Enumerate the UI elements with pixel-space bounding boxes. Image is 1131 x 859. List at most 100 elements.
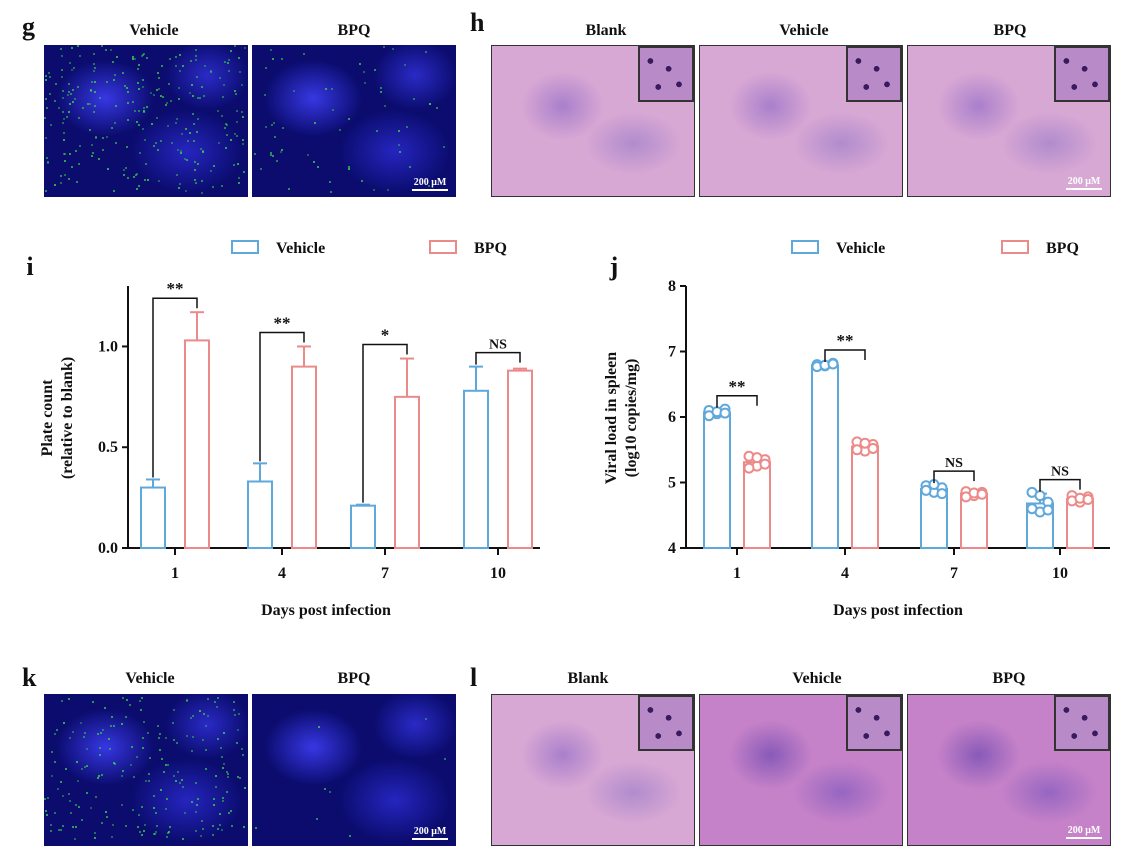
fluorescence-speck — [54, 99, 57, 102]
fluorescence-speck — [138, 88, 141, 91]
fluorescence-speck — [373, 189, 376, 192]
fluorescence-speck — [44, 189, 47, 192]
fluorescence-speck — [191, 84, 194, 87]
fluorescence-speck — [380, 90, 383, 93]
fluorescence-speck — [241, 115, 244, 118]
fluorescence-speck — [194, 168, 197, 171]
fluorescence-speck — [99, 746, 102, 749]
fluorescence-speck — [50, 750, 53, 753]
fluorescence-speck — [104, 810, 107, 813]
fluorescence-speck — [281, 58, 284, 61]
data-point — [751, 452, 763, 464]
data-point — [719, 407, 731, 419]
fluorescence-speck — [132, 56, 135, 59]
fluorescence-speck — [253, 152, 256, 155]
fluorescence-speck — [168, 825, 171, 828]
fluorescence-speck — [203, 64, 206, 67]
significance-label: ** — [729, 377, 746, 396]
fluorescence-speck — [273, 122, 276, 125]
x-tick-label: 7 — [381, 565, 389, 582]
fluorescence-speck — [124, 166, 127, 169]
fluorescence-speck — [61, 97, 64, 100]
bar-bpq-day-4 — [851, 445, 879, 550]
data-point — [867, 442, 879, 454]
fluorescence-speck — [182, 64, 185, 67]
fluorescence-speck — [168, 57, 171, 60]
x-tick-label: 7 — [950, 565, 958, 582]
fluorescence-speck — [76, 780, 79, 783]
fluorescence-speck — [241, 110, 244, 113]
panel-h-scale-bar: 200 μM — [1066, 176, 1102, 190]
significance-label: ** — [837, 331, 854, 350]
fluorescence-speck — [126, 87, 129, 90]
fluorescence-speck — [56, 787, 59, 790]
fluorescence-speck — [126, 145, 129, 148]
fluorescence-speck — [196, 162, 199, 165]
fluorescence-speck — [129, 763, 132, 766]
fluorescence-speck — [236, 110, 239, 113]
fluorescence-speck — [236, 729, 239, 732]
fluorescence-speck — [240, 84, 243, 87]
fluorescence-speck — [65, 115, 68, 118]
bar-vehicle-day-1 — [140, 486, 166, 549]
fluorescence-speck — [170, 99, 173, 102]
fluorescence-speck — [205, 749, 208, 752]
fluorescence-speck — [134, 58, 137, 61]
significance-bracket — [716, 395, 758, 408]
fluorescence-speck — [226, 772, 229, 775]
fluorescence-speck — [46, 796, 49, 799]
fluorescence-speck — [226, 791, 229, 794]
fluorescence-speck — [444, 757, 447, 760]
fluorescence-speck — [196, 75, 199, 78]
fluorescence-speck — [68, 737, 71, 740]
fluorescence-speck — [93, 80, 96, 83]
fluorescence-speck — [122, 697, 125, 700]
fluorescence-speck — [318, 726, 321, 729]
fluorescence-speck — [167, 832, 170, 835]
fluorescence-speck — [242, 142, 245, 145]
fluorescence-speck — [348, 166, 351, 169]
fluorescence-speck — [227, 59, 230, 62]
fluorescence-speck — [140, 697, 143, 700]
fluorescence-speck — [201, 86, 204, 89]
fluorescence-speck — [90, 154, 93, 157]
legend-swatch-vehicle — [231, 240, 259, 254]
fluorescence-speck — [210, 69, 213, 72]
panel-letter-l: l — [470, 663, 478, 692]
fluorescence-speck — [152, 832, 155, 835]
fluorescence-speck — [329, 191, 332, 194]
fluorescence-speck — [173, 775, 176, 778]
panel-letter-k: k — [22, 663, 37, 692]
fluorescence-speck — [383, 105, 386, 108]
legend-swatch-vehicle — [791, 240, 819, 254]
fluorescence-speck — [172, 722, 175, 725]
fluorescence-speck — [242, 170, 245, 173]
fluorescence-speck — [220, 114, 223, 117]
fluorescence-speck — [213, 700, 216, 703]
panel-l-vehicle-inset — [846, 695, 902, 751]
fluorescence-speck — [272, 154, 275, 157]
fluorescence-speck — [147, 779, 150, 782]
fluorescence-speck — [233, 89, 236, 92]
fluorescence-speck — [165, 736, 168, 739]
fluorescence-speck — [49, 824, 52, 827]
fluorescence-speck — [375, 130, 378, 133]
panel-k-title-vehicle: Vehicle — [125, 670, 175, 687]
fluorescence-speck — [358, 62, 361, 65]
fluorescence-speck — [224, 60, 227, 63]
fluorescence-speck — [348, 167, 351, 170]
fluorescence-speck — [188, 92, 191, 95]
bar-vehicle-day-4 — [811, 364, 839, 549]
fluorescence-speck — [83, 765, 86, 768]
fluorescence-speck — [44, 117, 47, 120]
fluorescence-speck — [110, 716, 113, 719]
fluorescence-speck — [142, 79, 145, 82]
fluorescence-speck — [137, 184, 140, 187]
fluorescence-speck — [70, 812, 73, 814]
fluorescence-speck — [131, 809, 134, 812]
fluorescence-speck — [191, 801, 194, 804]
fluorescence-speck — [132, 175, 135, 178]
fluorescence-speck — [348, 117, 351, 120]
fluorescence-speck — [166, 101, 169, 104]
fluorescence-speck — [185, 189, 188, 192]
